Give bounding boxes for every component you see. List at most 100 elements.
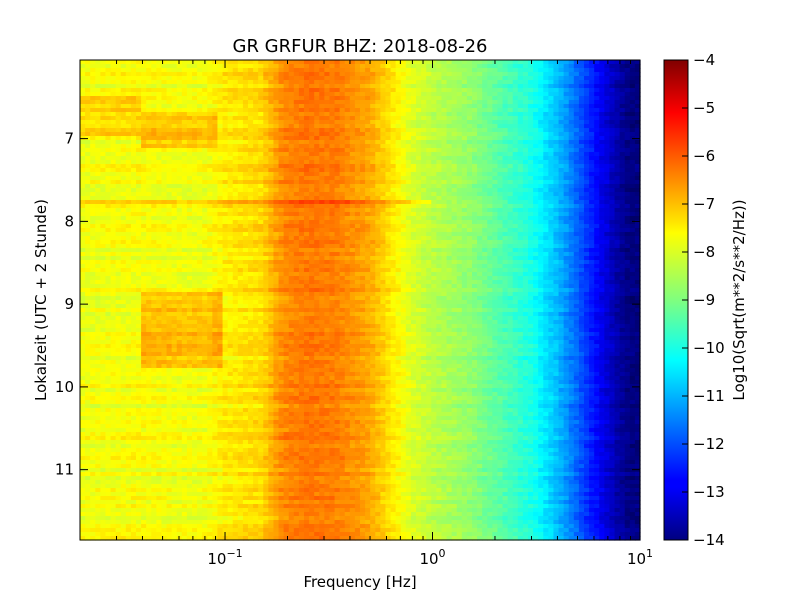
heatmap-cell: [436, 120, 443, 125]
heatmap-cell: [512, 76, 519, 81]
heatmap-cell: [578, 232, 585, 237]
heatmap-cell: [258, 176, 264, 181]
heatmap-cell: [344, 132, 351, 137]
heatmap-cell: [380, 136, 387, 141]
heatmap-cell: [482, 184, 488, 189]
heatmap-cell: [334, 136, 341, 141]
heatmap-cell: [222, 184, 229, 189]
heatmap-cell: [237, 208, 244, 213]
heatmap-cell: [507, 92, 514, 97]
heatmap-cell: [594, 68, 600, 73]
heatmap-cell: [242, 180, 249, 185]
heatmap-cell: [573, 200, 580, 205]
heatmap-cell: [360, 172, 366, 177]
heatmap-cell: [558, 224, 565, 229]
heatmap-cell: [136, 136, 142, 141]
heatmap-cell: [253, 68, 259, 73]
heatmap-cell: [136, 92, 142, 97]
heatmap-cell: [365, 124, 371, 129]
heatmap-cell: [192, 88, 198, 93]
heatmap-cell: [360, 144, 366, 149]
heatmap-cell: [90, 232, 96, 237]
heatmap-cell: [405, 172, 412, 177]
heatmap-cell: [568, 196, 575, 201]
heatmap-cell: [273, 76, 280, 81]
heatmap-cell: [283, 84, 290, 89]
heatmap-cell: [604, 204, 611, 209]
heatmap-cell: [563, 236, 570, 241]
heatmap-cell: [553, 80, 560, 85]
heatmap-cell: [176, 228, 183, 233]
heatmap-cell: [568, 96, 575, 101]
heatmap-cell: [609, 140, 616, 145]
heatmap-cell: [146, 208, 152, 213]
heatmap-cell: [400, 220, 407, 225]
heatmap-cell: [166, 92, 173, 97]
heatmap-cell: [130, 80, 137, 85]
heatmap-cell: [105, 136, 112, 141]
heatmap-cell: [115, 188, 122, 193]
heatmap-cell: [278, 168, 285, 173]
heatmap-cell: [349, 60, 356, 65]
heatmap-cell: [120, 228, 127, 233]
heatmap-cell: [95, 124, 101, 129]
heatmap-cell: [553, 236, 560, 241]
heatmap-cell: [405, 84, 412, 89]
heatmap-cell: [288, 60, 295, 65]
heatmap-cell: [258, 188, 264, 193]
heatmap-cell: [125, 112, 132, 117]
heatmap-cell: [441, 76, 448, 81]
heatmap-cell: [227, 60, 234, 65]
heatmap-cell: [410, 96, 417, 101]
heatmap-cell: [589, 212, 595, 217]
heatmap-cell: [344, 204, 351, 209]
heatmap-cell: [339, 168, 346, 173]
heatmap-cell: [156, 232, 163, 237]
heatmap-cell: [390, 200, 397, 205]
heatmap-cell: [573, 176, 580, 181]
heatmap-cell: [563, 60, 570, 65]
heatmap-cell: [553, 104, 560, 109]
heatmap-cell: [522, 236, 529, 241]
heatmap-cell: [80, 72, 86, 77]
heatmap-cell: [253, 228, 259, 233]
heatmap-cell: [385, 200, 392, 205]
heatmap-cell: [573, 104, 580, 109]
heatmap-cell: [288, 120, 295, 125]
heatmap-cell: [354, 212, 361, 217]
heatmap-cell: [100, 160, 107, 165]
heatmap-cell: [197, 80, 203, 85]
heatmap-cell: [614, 236, 621, 241]
heatmap-cell: [584, 236, 590, 241]
heatmap-cell: [293, 80, 300, 85]
heatmap-cell: [431, 160, 437, 165]
heatmap-cell: [441, 164, 448, 169]
heatmap-cell: [497, 148, 504, 153]
heatmap-cell: [222, 220, 229, 225]
heatmap-cell: [385, 180, 392, 185]
heatmap-cell: [599, 192, 605, 197]
heatmap-cell: [273, 112, 280, 117]
heatmap-cell: [125, 160, 132, 165]
heatmap-cell: [161, 200, 168, 205]
heatmap-cell: [314, 180, 320, 185]
heatmap-cell: [517, 128, 524, 133]
heatmap-cell: [136, 96, 142, 101]
heatmap-cell: [334, 200, 341, 205]
heatmap-cell: [125, 68, 132, 73]
heatmap-cell: [589, 224, 595, 229]
heatmap-cell: [629, 196, 636, 201]
heatmap-cell: [105, 140, 112, 145]
heatmap-cell: [390, 64, 397, 69]
heatmap-cell: [441, 84, 448, 89]
heatmap-cell: [288, 72, 295, 77]
heatmap-cell: [456, 176, 463, 181]
heatmap-cell: [528, 184, 534, 189]
heatmap-cell: [202, 228, 208, 233]
heatmap-cell: [227, 152, 234, 157]
heatmap-cell: [85, 128, 91, 133]
heatmap-cell: [441, 176, 448, 181]
heatmap-cell: [410, 168, 417, 173]
heatmap-cell: [370, 88, 376, 93]
heatmap-cell: [115, 100, 122, 105]
